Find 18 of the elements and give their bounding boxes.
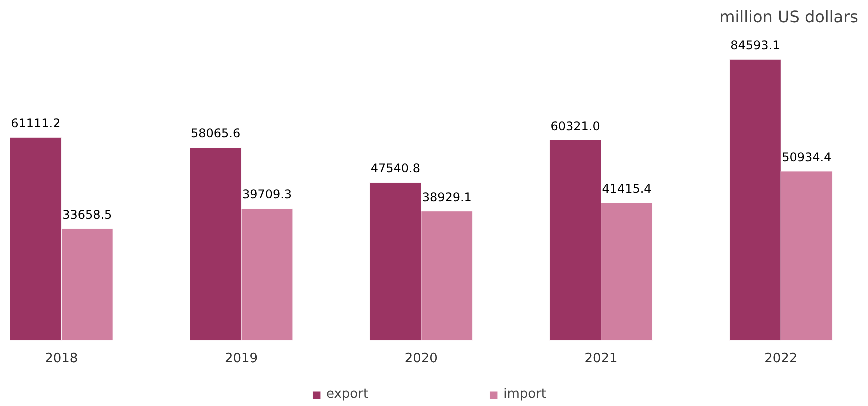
data-label: 38929.1 — [422, 190, 472, 204]
chart-title: million US dollars — [720, 8, 858, 26]
x-tick-label: 2022 — [764, 352, 798, 367]
data-label: 39709.3 — [242, 188, 292, 202]
data-label: 50934.4 — [782, 150, 832, 164]
data-label: 41415.4 — [602, 182, 652, 196]
legend-label: export — [326, 387, 369, 402]
data-label: 84593.1 — [730, 38, 780, 53]
x-tick-label: 2021 — [584, 352, 618, 367]
x-tick-label: 2019 — [224, 352, 258, 367]
x-tick-label: 2020 — [404, 352, 438, 367]
legend-label: import — [504, 387, 547, 402]
data-label: 61111.2 — [11, 116, 61, 131]
data-label: 60321.0 — [550, 119, 600, 134]
x-tick-label: 2018 — [45, 352, 78, 367]
data-label: 47540.8 — [370, 162, 420, 176]
data-label: 58065.6 — [191, 126, 241, 141]
data-label: 33658.5 — [62, 208, 112, 222]
